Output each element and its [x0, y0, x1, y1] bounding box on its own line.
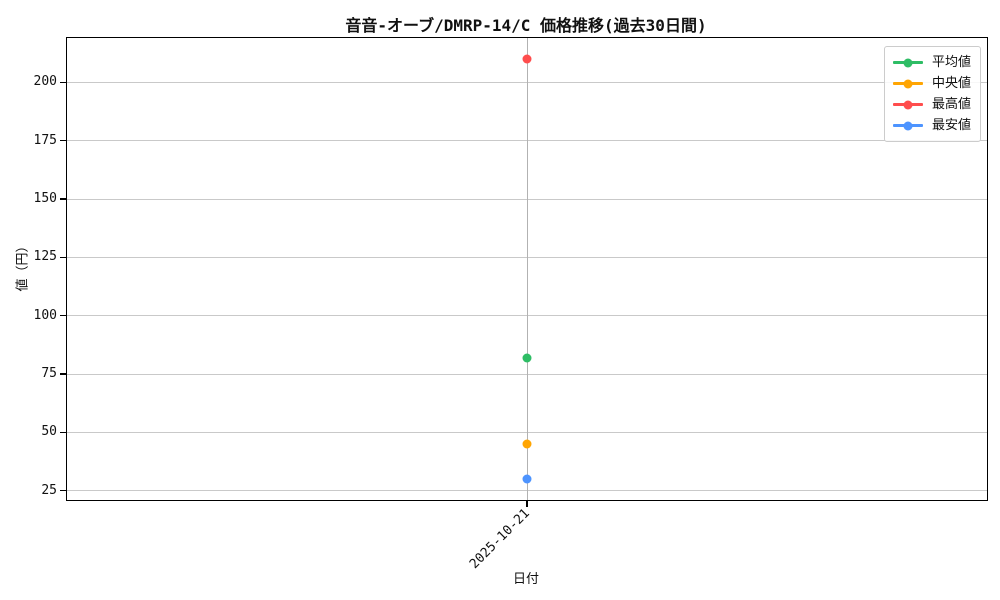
data-point-最安値 [522, 474, 532, 484]
y-tick-label: 150 [33, 191, 57, 206]
legend: 平均値中央値最高値最安値 [883, 46, 981, 142]
legend-item: 最高値 [892, 94, 971, 115]
data-point-平均値 [522, 353, 532, 363]
y-tick-mark [60, 198, 66, 200]
y-tick-label: 50 [41, 424, 57, 440]
y-tick-mark [60, 315, 66, 317]
x-gridline [526, 38, 528, 500]
y-tick-label: 100 [33, 307, 57, 323]
legend-item: 平均値 [892, 52, 971, 73]
y-tick-label: 25 [41, 482, 57, 498]
x-tick-label: 2025-10-21 [466, 506, 533, 572]
y-tick-mark [60, 490, 66, 492]
legend-marker-icon [892, 58, 923, 67]
plot-area: 25 50 75 100 125 150 175 200 [34, 37, 988, 507]
legend-label: 最高値 [931, 97, 971, 112]
y-tick-label: 125 [33, 249, 57, 265]
y-tick-mark [60, 256, 66, 258]
legend-marker-icon [892, 121, 923, 130]
y-tick-mark [60, 373, 66, 375]
x-tick-mark [526, 501, 528, 507]
legend-label: 平均値 [931, 55, 971, 70]
legend-label: 中央値 [931, 76, 971, 91]
legend-marker-icon [892, 100, 923, 109]
y-tick-mark [60, 81, 66, 83]
legend-item: 中央値 [892, 73, 971, 94]
data-point-最高値 [522, 54, 532, 64]
y-tick-label: 200 [33, 74, 57, 90]
legend-item: 最安値 [892, 115, 971, 136]
chart-title: 音音-オーブ/DMRP-14/C 価格推移(過去30日間) [345, 16, 707, 35]
y-tick-label: 75 [41, 366, 57, 381]
legend-label: 最安値 [931, 118, 971, 133]
y-tick-mark [60, 431, 66, 433]
data-point-中央値 [522, 439, 532, 449]
legend-marker-icon [892, 79, 923, 88]
y-tick-mark [60, 140, 66, 142]
y-tick-label: 175 [33, 132, 57, 148]
y-axis-label: 値（円） [15, 239, 31, 292]
x-axis-label: 日付 [512, 572, 539, 587]
